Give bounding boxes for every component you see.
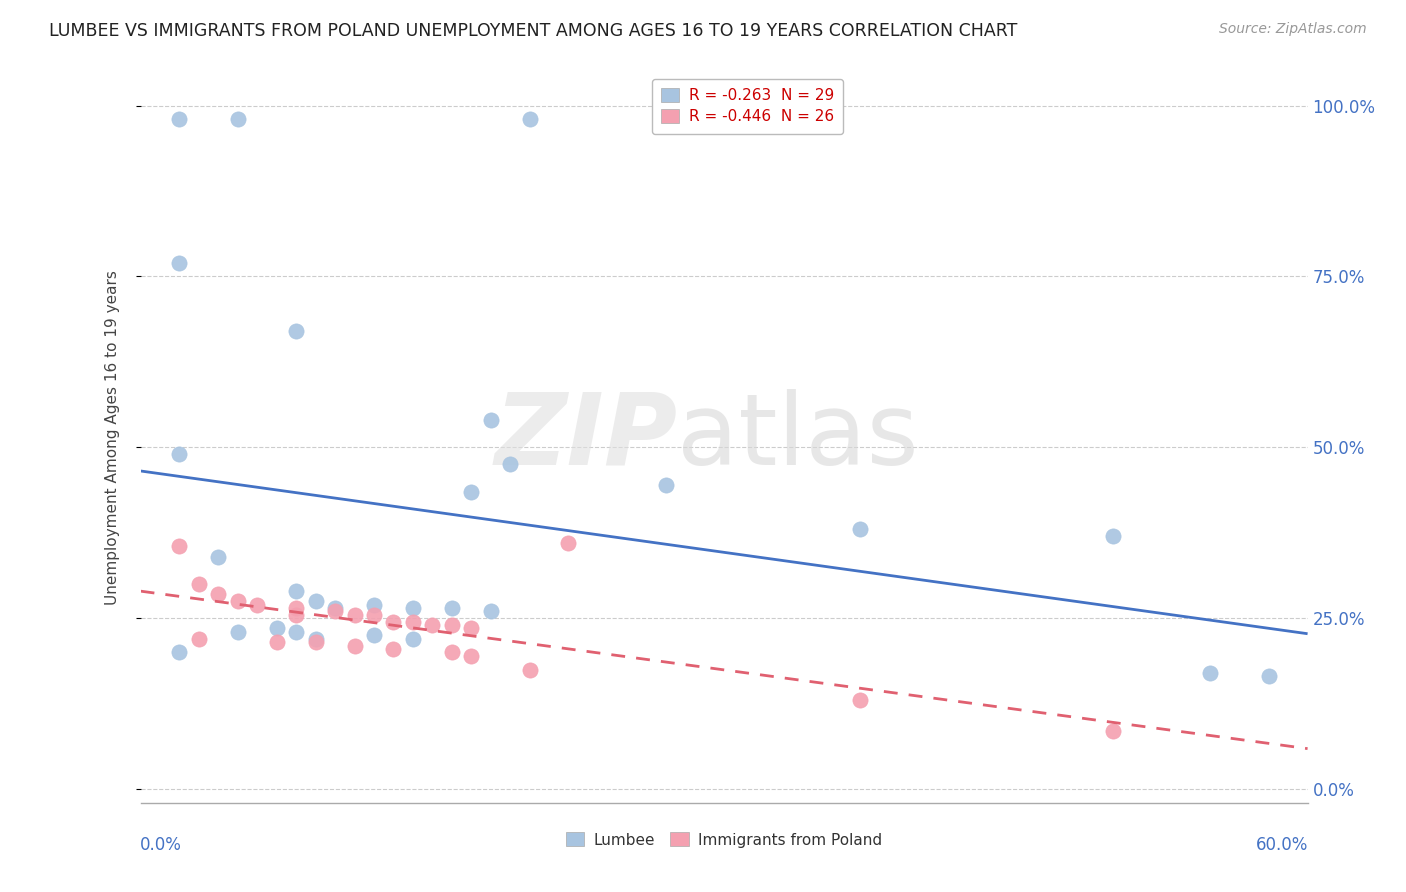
Point — [1199, 665, 1222, 680]
Point — [440, 618, 463, 632]
Point — [460, 622, 482, 636]
Point — [305, 594, 328, 608]
Point — [1102, 724, 1125, 739]
Text: atlas: atlas — [678, 389, 920, 485]
Text: 60.0%: 60.0% — [1257, 836, 1309, 854]
Point — [557, 536, 579, 550]
Point — [266, 635, 288, 649]
Point — [343, 607, 366, 622]
Point — [655, 478, 678, 492]
Point — [226, 624, 249, 639]
Point — [305, 632, 328, 646]
Point — [246, 598, 269, 612]
Point — [422, 618, 444, 632]
Point — [479, 604, 502, 618]
Text: LUMBEE VS IMMIGRANTS FROM POLAND UNEMPLOYMENT AMONG AGES 16 TO 19 YEARS CORRELAT: LUMBEE VS IMMIGRANTS FROM POLAND UNEMPLO… — [49, 22, 1018, 40]
Point — [207, 587, 229, 601]
Point — [479, 413, 502, 427]
Point — [402, 632, 425, 646]
Legend: Lumbee, Immigrants from Poland: Lumbee, Immigrants from Poland — [560, 826, 889, 854]
Point — [382, 642, 405, 657]
Point — [849, 522, 872, 536]
Point — [519, 663, 541, 677]
Point — [343, 639, 366, 653]
Point — [363, 607, 385, 622]
Point — [323, 601, 346, 615]
Point — [460, 484, 482, 499]
Y-axis label: Unemployment Among Ages 16 to 19 years: Unemployment Among Ages 16 to 19 years — [105, 269, 120, 605]
Point — [363, 628, 385, 642]
Point — [402, 615, 425, 629]
Point — [285, 607, 308, 622]
Point — [188, 577, 211, 591]
Point — [460, 648, 482, 663]
Point — [188, 632, 211, 646]
Point — [440, 601, 463, 615]
Point — [499, 458, 522, 472]
Point — [169, 112, 191, 127]
Point — [305, 635, 328, 649]
Point — [363, 598, 385, 612]
Point — [402, 601, 425, 615]
Point — [1102, 529, 1125, 543]
Point — [285, 324, 308, 338]
Point — [207, 549, 229, 564]
Point — [226, 594, 249, 608]
Point — [382, 615, 405, 629]
Point — [169, 540, 191, 554]
Point — [519, 112, 541, 127]
Text: Source: ZipAtlas.com: Source: ZipAtlas.com — [1219, 22, 1367, 37]
Point — [169, 447, 191, 461]
Point — [169, 645, 191, 659]
Point — [440, 645, 463, 659]
Point — [285, 624, 308, 639]
Point — [1257, 669, 1279, 683]
Point — [226, 112, 249, 127]
Point — [849, 693, 872, 707]
Point — [285, 601, 308, 615]
Point — [285, 583, 308, 598]
Text: 0.0%: 0.0% — [139, 836, 181, 854]
Point — [169, 256, 191, 270]
Point — [266, 622, 288, 636]
Point — [323, 604, 346, 618]
Text: ZIP: ZIP — [495, 389, 678, 485]
